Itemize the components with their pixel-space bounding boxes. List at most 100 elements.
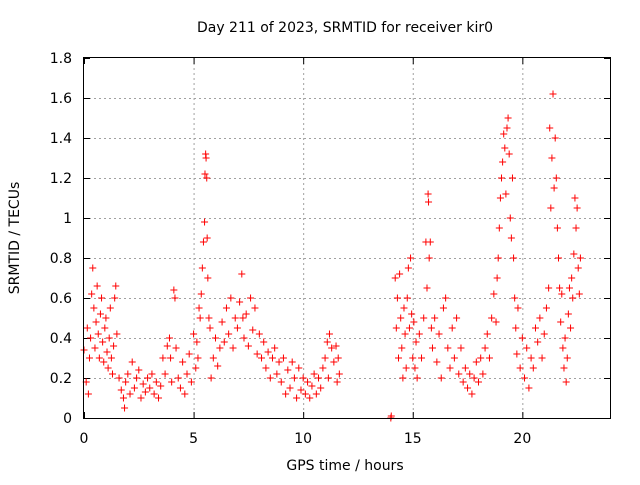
- data-point: [101, 324, 109, 332]
- data-point: [330, 358, 338, 366]
- x-tick-label: 5: [189, 431, 198, 447]
- x-axis-label: GPS time / hours: [286, 458, 403, 474]
- data-point: [225, 330, 233, 338]
- data-point: [244, 342, 252, 350]
- data-point: [310, 370, 318, 378]
- data-point: [531, 324, 539, 332]
- data-point: [407, 254, 415, 262]
- data-point: [464, 384, 472, 392]
- data-point: [168, 378, 176, 386]
- data-point: [325, 330, 333, 338]
- data-point: [227, 294, 235, 302]
- data-point: [334, 354, 342, 362]
- data-point: [398, 344, 406, 352]
- plot-frame: [83, 57, 611, 419]
- data-point: [437, 374, 445, 382]
- data-point: [507, 234, 515, 242]
- data-point: [130, 384, 138, 392]
- data-point: [512, 324, 520, 332]
- y-tick-label: 1.4: [50, 131, 72, 147]
- data-point: [258, 354, 266, 362]
- data-point: [231, 314, 239, 322]
- data-point: [253, 350, 261, 358]
- data-point: [412, 338, 420, 346]
- data-point: [567, 324, 575, 332]
- data-point: [488, 314, 496, 322]
- data-point: [457, 344, 465, 352]
- data-point: [185, 350, 193, 358]
- data-point: [203, 234, 211, 242]
- data-point: [112, 282, 120, 290]
- data-point: [518, 334, 526, 342]
- data-point: [404, 264, 412, 272]
- data-point: [427, 324, 435, 332]
- data-point: [88, 290, 96, 298]
- data-point: [568, 274, 576, 282]
- grid-lines: [84, 58, 610, 418]
- x-tick-label: 20: [513, 431, 531, 447]
- data-point: [498, 174, 506, 182]
- data-point: [558, 290, 566, 298]
- data-point: [204, 274, 212, 282]
- data-point: [193, 338, 201, 346]
- data-point: [444, 344, 452, 352]
- data-point: [477, 354, 485, 362]
- data-point: [187, 378, 195, 386]
- data-point: [448, 324, 456, 332]
- data-point: [576, 254, 584, 262]
- data-point: [107, 354, 115, 362]
- data-point: [492, 318, 500, 326]
- data-point: [433, 358, 441, 366]
- y-tick-label: 0.2: [50, 371, 72, 387]
- data-point: [183, 370, 191, 378]
- data-point: [100, 358, 108, 366]
- data-point: [146, 384, 154, 392]
- data-point: [172, 344, 180, 352]
- data-point: [511, 294, 519, 302]
- data-point: [494, 254, 502, 262]
- data-point: [133, 374, 141, 382]
- data-point: [549, 90, 557, 98]
- data-point: [197, 290, 205, 298]
- data-point: [128, 358, 136, 366]
- axis-ticks: 0 5 10 15 20 0 0.2 0.4 0.6 0.8 1 1.2 1.4 1.6 1.8: [50, 51, 610, 447]
- data-point: [171, 294, 179, 302]
- data-point: [242, 310, 250, 318]
- data-point: [501, 144, 509, 152]
- data-point: [455, 370, 463, 378]
- data-point: [470, 374, 478, 382]
- y-tick-label: 1: [63, 211, 72, 227]
- data-point: [117, 386, 125, 394]
- data-point: [418, 354, 426, 362]
- data-point: [301, 390, 309, 398]
- data-point: [122, 378, 130, 386]
- data-point: [556, 284, 564, 292]
- data-point: [104, 364, 112, 372]
- data-point: [571, 194, 579, 202]
- data-point: [328, 344, 336, 352]
- data-point: [206, 324, 214, 332]
- data-point: [251, 304, 259, 312]
- data-point: [391, 274, 399, 282]
- data-point: [540, 330, 548, 338]
- data-point: [295, 364, 303, 372]
- data-point: [205, 314, 213, 322]
- y-tick-label: 1.8: [50, 51, 72, 67]
- data-point: [423, 284, 431, 292]
- data-point: [483, 330, 491, 338]
- data-point: [201, 218, 209, 226]
- data-point: [119, 394, 127, 402]
- data-point: [92, 318, 100, 326]
- data-point: [401, 330, 409, 338]
- chart-title: Day 211 of 2023, SRMTID for receiver kir…: [197, 20, 493, 36]
- data-point: [565, 284, 573, 292]
- data-point: [96, 310, 104, 318]
- data-point: [317, 384, 325, 392]
- data-point: [569, 294, 577, 302]
- data-point: [420, 314, 428, 322]
- data-point: [393, 294, 401, 302]
- data-point: [505, 150, 513, 158]
- data-point: [413, 374, 421, 382]
- data-point: [425, 254, 433, 262]
- data-point: [408, 310, 416, 318]
